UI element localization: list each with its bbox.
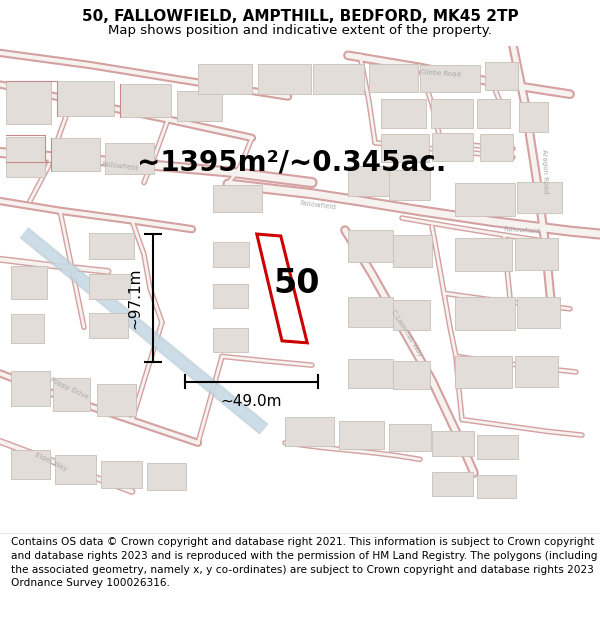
- Bar: [89, 232, 134, 259]
- Bar: [432, 133, 473, 161]
- Bar: [285, 417, 334, 446]
- Text: Aragon Road: Aragon Road: [541, 149, 548, 193]
- Text: Poppy Drive: Poppy Drive: [49, 376, 89, 400]
- Bar: [89, 274, 130, 299]
- Bar: [432, 431, 474, 456]
- Bar: [6, 137, 45, 177]
- Bar: [348, 230, 393, 262]
- Bar: [105, 142, 154, 174]
- Bar: [53, 378, 90, 411]
- Bar: [198, 64, 252, 94]
- Text: ~49.0m: ~49.0m: [221, 394, 282, 409]
- Text: C.Lammas Way: C.Lammas Way: [390, 309, 424, 358]
- Text: Fallowfield: Fallowfield: [101, 161, 139, 171]
- Bar: [57, 81, 114, 116]
- Bar: [51, 138, 100, 171]
- Bar: [515, 356, 558, 386]
- Text: 50: 50: [274, 267, 320, 300]
- Bar: [381, 134, 429, 162]
- Bar: [213, 284, 248, 308]
- Text: Fallowfield: Fallowfield: [503, 226, 541, 234]
- Text: ~97.1m: ~97.1m: [128, 268, 143, 329]
- Bar: [6, 81, 51, 124]
- Bar: [348, 359, 393, 388]
- Bar: [455, 238, 512, 271]
- Bar: [348, 166, 395, 196]
- Bar: [213, 328, 248, 352]
- Bar: [515, 238, 558, 270]
- Bar: [101, 461, 142, 488]
- Bar: [393, 235, 432, 267]
- Bar: [420, 65, 480, 92]
- Bar: [393, 361, 430, 389]
- Text: Map shows position and indicative extent of the property.: Map shows position and indicative extent…: [108, 24, 492, 38]
- Bar: [381, 99, 426, 128]
- Bar: [389, 424, 431, 451]
- Bar: [147, 463, 186, 490]
- Bar: [258, 64, 311, 94]
- Bar: [213, 185, 262, 212]
- Bar: [11, 371, 50, 406]
- Text: Contains OS data © Crown copyright and database right 2021. This information is : Contains OS data © Crown copyright and d…: [11, 538, 597, 588]
- Bar: [519, 102, 548, 132]
- Bar: [431, 99, 473, 128]
- Bar: [339, 421, 384, 449]
- Bar: [477, 99, 510, 128]
- Text: ~1395m²/~0.345ac.: ~1395m²/~0.345ac.: [137, 148, 446, 176]
- Bar: [89, 312, 128, 338]
- Bar: [11, 314, 44, 343]
- Bar: [97, 384, 136, 416]
- Bar: [485, 62, 518, 90]
- Bar: [11, 449, 50, 479]
- Bar: [55, 456, 96, 484]
- Bar: [477, 435, 518, 459]
- Bar: [393, 299, 430, 330]
- Bar: [11, 266, 47, 299]
- Bar: [455, 182, 515, 216]
- Bar: [177, 91, 222, 121]
- Bar: [517, 297, 560, 328]
- Bar: [455, 297, 515, 330]
- Bar: [213, 242, 249, 267]
- Bar: [455, 356, 512, 388]
- Bar: [369, 64, 418, 92]
- Bar: [480, 134, 513, 161]
- Text: Fallowfield: Fallowfield: [299, 200, 337, 210]
- Bar: [432, 472, 473, 496]
- Text: Glebe Road: Glebe Road: [421, 69, 461, 78]
- Bar: [517, 182, 562, 213]
- Text: 50, FALLOWFIELD, AMPTHILL, BEDFORD, MK45 2TP: 50, FALLOWFIELD, AMPTHILL, BEDFORD, MK45…: [82, 9, 518, 24]
- Text: Elder Way: Elder Way: [34, 452, 68, 472]
- Bar: [477, 475, 516, 498]
- Bar: [348, 297, 393, 328]
- Bar: [389, 170, 430, 200]
- Bar: [313, 64, 364, 94]
- Bar: [120, 84, 171, 118]
